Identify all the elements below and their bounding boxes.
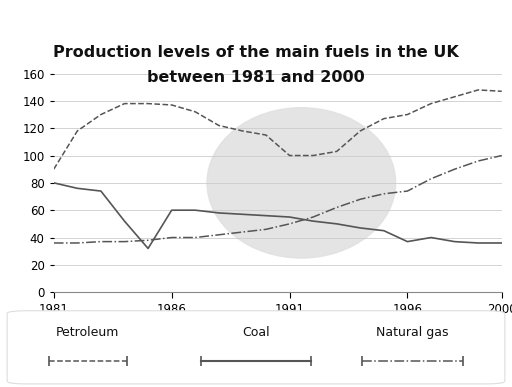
FancyBboxPatch shape (7, 311, 505, 384)
Text: Petroleum: Petroleum (56, 326, 119, 339)
Text: between 1981 and 2000: between 1981 and 2000 (147, 70, 365, 85)
Text: Natural gas: Natural gas (376, 326, 449, 339)
Text: Production levels of the main fuels in the UK: Production levels of the main fuels in t… (53, 45, 459, 60)
Text: Coal: Coal (242, 326, 270, 339)
Ellipse shape (207, 108, 396, 258)
